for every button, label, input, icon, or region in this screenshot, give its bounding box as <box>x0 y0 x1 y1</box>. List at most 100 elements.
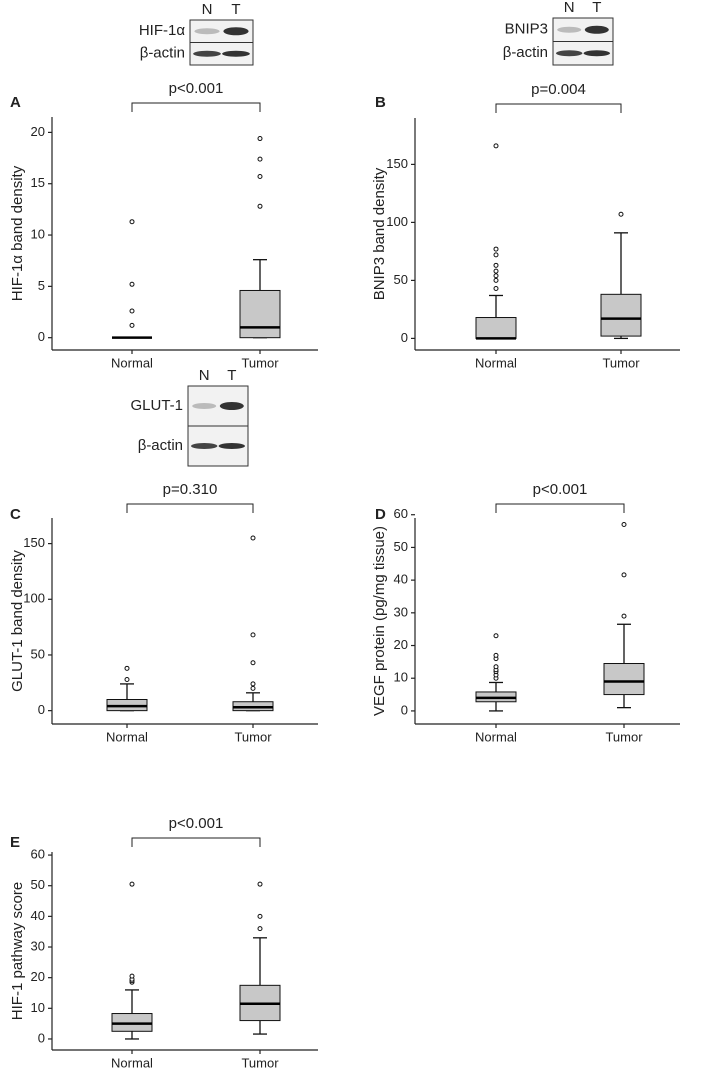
outlier <box>493 252 499 258</box>
blot-target-label: GLUT-1 <box>130 397 183 414</box>
outlier <box>250 632 256 638</box>
y-axis-label: GLUT-1 band density <box>9 550 26 692</box>
outlier <box>493 273 499 279</box>
x-tick-label: Tumor <box>602 355 640 370</box>
outlier <box>493 652 499 658</box>
y-tick-label: 20 <box>31 124 45 139</box>
target-band <box>219 402 244 410</box>
y-axis-label: BNIP3 band density <box>371 167 388 300</box>
lane-label: N <box>564 0 575 16</box>
p-value: p<0.001 <box>169 815 224 832</box>
p-value: p=0.310 <box>163 481 218 498</box>
outlier <box>493 246 499 252</box>
outlier <box>257 203 263 209</box>
y-tick-label: 50 <box>31 646 45 661</box>
panel: B BNIP3 band density 0 50 100 150 Normal Tumor p… <box>371 81 680 370</box>
x-tick-label: Normal <box>106 729 148 744</box>
x-tick-label: Normal <box>111 355 153 370</box>
outlier <box>493 286 499 292</box>
outlier <box>618 211 624 217</box>
outlier <box>621 572 627 578</box>
x-tick-label: Normal <box>111 1055 153 1070</box>
y-tick-label: 100 <box>23 591 45 606</box>
western-blot: N T HIF-1α β-actin <box>139 1 254 66</box>
outlier <box>621 613 627 619</box>
y-tick-label: 0 <box>38 329 45 344</box>
outlier <box>129 308 135 314</box>
significance-bracket <box>495 103 622 113</box>
outlier <box>257 913 263 919</box>
y-tick-label: 0 <box>401 702 408 717</box>
y-tick-label: 100 <box>386 214 408 229</box>
box <box>603 663 645 696</box>
target-band <box>584 25 609 34</box>
outlier <box>124 665 130 671</box>
panel-letter: C <box>10 506 21 523</box>
y-tick-label: 50 <box>31 877 45 892</box>
significance-bracket <box>495 503 625 513</box>
y-tick-label: 10 <box>394 670 408 685</box>
outlier <box>257 156 263 162</box>
y-tick-label: 50 <box>394 272 408 287</box>
target-band <box>223 27 249 36</box>
western-blot: N T GLUT-1 β-actin <box>130 367 249 467</box>
western-blot: N T BNIP3 β-actin <box>503 0 614 66</box>
x-tick-label: Tumor <box>241 355 279 370</box>
p-value: p<0.001 <box>169 80 224 97</box>
panel-letter: E <box>10 834 20 851</box>
outlier <box>257 174 263 180</box>
x-tick-label: Normal <box>475 355 517 370</box>
outlier <box>250 535 256 541</box>
outlier <box>257 926 263 932</box>
y-tick-label: 30 <box>394 604 408 619</box>
lane-label: T <box>227 367 236 384</box>
outlier <box>129 219 135 225</box>
blot-target-label: HIF-1α <box>139 22 186 39</box>
x-tick-label: Tumor <box>605 729 643 744</box>
blot-control-label: β-actin <box>503 44 548 61</box>
outlier <box>493 262 499 268</box>
control-band <box>193 50 221 57</box>
y-tick-label: 60 <box>31 847 45 862</box>
blot-target-label: BNIP3 <box>505 21 548 38</box>
outlier <box>129 322 135 328</box>
significance-bracket <box>131 102 261 112</box>
lane-label: N <box>202 1 213 18</box>
target-band <box>194 28 220 35</box>
y-tick-label: 0 <box>38 1030 45 1045</box>
blot-control-label: β-actin <box>138 437 183 454</box>
box <box>475 317 517 339</box>
y-tick-label: 150 <box>23 535 45 550</box>
outlier <box>250 681 256 687</box>
outlier <box>257 136 263 142</box>
lane-label: T <box>231 1 240 18</box>
y-tick-label: 40 <box>394 572 408 587</box>
outlier <box>493 664 499 670</box>
control-band <box>583 50 610 57</box>
outlier <box>129 881 135 887</box>
outlier <box>621 522 627 528</box>
x-tick-label: Tumor <box>234 729 272 744</box>
outlier <box>250 660 256 666</box>
box <box>600 293 642 337</box>
outlier <box>493 268 499 274</box>
x-tick-label: Normal <box>475 729 517 744</box>
outlier <box>493 633 499 639</box>
outlier <box>124 676 130 682</box>
y-tick-label: 150 <box>386 156 408 171</box>
y-tick-label: 30 <box>31 938 45 953</box>
box <box>239 289 281 339</box>
significance-bracket <box>131 837 261 847</box>
lane-label: T <box>592 0 601 16</box>
y-tick-label: 10 <box>31 1000 45 1015</box>
panel: D VEGF protein (pg/mg tissue) 0 10 20 30 40 50 6… <box>371 481 680 744</box>
y-axis-label: HIF-1 pathway score <box>9 882 26 1020</box>
target-band <box>192 403 217 409</box>
p-value: p=0.004 <box>531 81 586 98</box>
panel: C GLUT-1 band density 0 50 100 150 Normal Tumor… <box>9 481 318 744</box>
control-band <box>556 50 583 57</box>
panel: A HIF-1α band density 0 5 10 15 20 Normal Tumor p… <box>9 80 318 370</box>
outlier <box>129 973 135 979</box>
control-band <box>222 50 250 57</box>
